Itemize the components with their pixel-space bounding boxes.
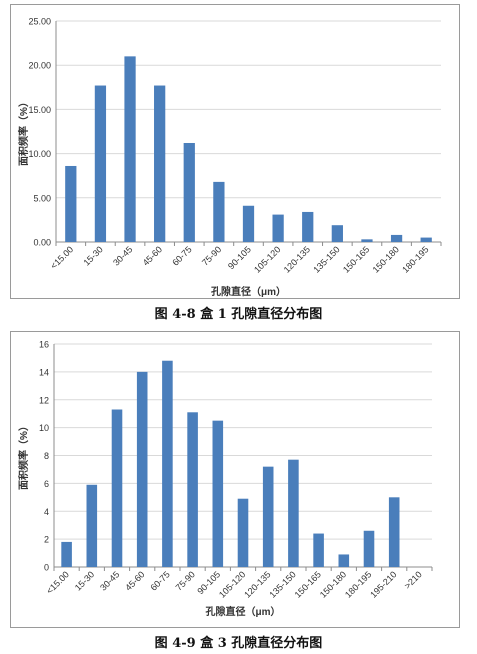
bar-195-210 (388, 497, 400, 567)
x-tick-label: 15-30 (81, 244, 104, 267)
x-tick-label: 150-165 (293, 569, 323, 599)
y-tick-label: 5.00 (33, 193, 51, 203)
bar-60-75 (162, 360, 173, 567)
bar-105-120 (237, 498, 249, 567)
x-axis-title: 孔隙直径（μm） (211, 285, 286, 298)
y-tick-label: 6 (44, 479, 49, 489)
bar-15-30 (94, 85, 107, 242)
y-tick-label: 15.00 (28, 105, 51, 115)
y-axis-title: 面积频率（%） (17, 97, 30, 166)
bar-45-60 (136, 371, 148, 567)
bar-150-165 (361, 239, 373, 242)
x-tick-label: 150-180 (318, 569, 348, 599)
x-tick-label: 30-45 (111, 244, 134, 267)
chart-panel-box-1: 0.00 5.00 10.00 15.00 20.00 25.00 <15.00 15-30 3… (10, 4, 460, 299)
x-tick-label: 120-135 (282, 244, 312, 274)
x-tick-label: 105-120 (217, 569, 247, 599)
y-tick-label: 0.00 (33, 238, 51, 248)
chart-box-3: 0 2 4 6 8 10 12 14 16 <15.00 15-30 30-45 45-60 60-75 7… (17, 340, 433, 618)
bar-135-150 (288, 459, 299, 567)
bar-150-180 (338, 554, 350, 567)
x-tick-label: >210 (402, 569, 423, 590)
x-tick-label: <15.00 (49, 244, 76, 271)
bar-75-90 (213, 181, 225, 242)
x-tick-label: 90-105 (226, 244, 253, 271)
bar-135-150 (331, 225, 343, 242)
y-tick-label: 25.00 (28, 17, 51, 27)
x-tick-label: 195-210 (368, 569, 398, 599)
x-tick-label: 60-75 (170, 244, 193, 267)
bar-<15.00 (61, 541, 72, 567)
y-tick-label: 0 (44, 563, 49, 573)
figure-caption-box-3: 图 4-9 盒 3 孔隙直径分布图 (154, 636, 323, 651)
chart-box-1: 0.00 5.00 10.00 15.00 20.00 25.00 <15.00 15-30 3… (17, 17, 442, 298)
x-tick-label: 75-90 (200, 244, 223, 267)
y-tick-label: 20.00 (28, 61, 51, 71)
bar-120-135 (302, 211, 314, 242)
y-tick-label: 16 (39, 340, 49, 350)
y-tick-label: 10 (39, 423, 49, 433)
x-tick-label: 45-60 (123, 569, 146, 592)
bar-<15.00 (65, 165, 77, 242)
bar-30-45 (111, 409, 123, 567)
x-tick-label: 135-150 (311, 244, 341, 274)
y-tick-label: 8 (44, 451, 49, 461)
bar-105-120 (272, 214, 284, 242)
bar-150-180 (390, 234, 403, 242)
bar-180-195 (420, 237, 432, 242)
bar-30-45 (124, 56, 136, 242)
bar-90-105 (242, 205, 255, 242)
bar-15-30 (86, 484, 98, 567)
x-tick-label: 180-195 (343, 569, 373, 599)
bar-150-165 (313, 533, 324, 567)
x-tick-label: 105-120 (252, 244, 282, 274)
x-tick-label: 75-90 (174, 569, 197, 592)
bar-45-60 (154, 85, 166, 242)
x-tick-label: 30-45 (98, 569, 121, 592)
y-tick-label: 2 (44, 535, 49, 545)
x-tick-label: 135-150 (267, 569, 297, 599)
x-tick-label: 15-30 (73, 569, 96, 592)
figure-caption-box-1: 图 4-8 盒 1 孔隙直径分布图 (154, 307, 323, 322)
x-axis-title: 孔隙直径（μm） (205, 605, 280, 618)
chart-panel-box-3: 0 2 4 6 8 10 12 14 16 <15.00 15-30 30-45 45-60 60-75 7… (10, 331, 460, 628)
bar-75-90 (187, 412, 198, 567)
x-tick-label: 120-135 (242, 569, 272, 599)
x-tick-label: 150-165 (341, 244, 371, 274)
y-tick-label: 4 (44, 507, 49, 517)
x-tick-label: 180-195 (400, 244, 430, 274)
bar-90-105 (212, 420, 224, 567)
y-tick-label: 10.00 (28, 149, 51, 159)
bar-120-135 (262, 466, 274, 567)
y-tick-label: 12 (39, 395, 49, 405)
bar-180-195 (363, 530, 375, 567)
x-tick-label: 45-60 (141, 244, 164, 267)
x-tick-label: 150-180 (371, 244, 401, 274)
bar-60-75 (183, 142, 195, 242)
x-tick-label: <15.00 (44, 569, 71, 596)
x-tick-label: 60-75 (148, 569, 171, 592)
y-tick-label: 14 (39, 367, 49, 377)
y-axis-title: 面积频率（%） (17, 421, 30, 490)
